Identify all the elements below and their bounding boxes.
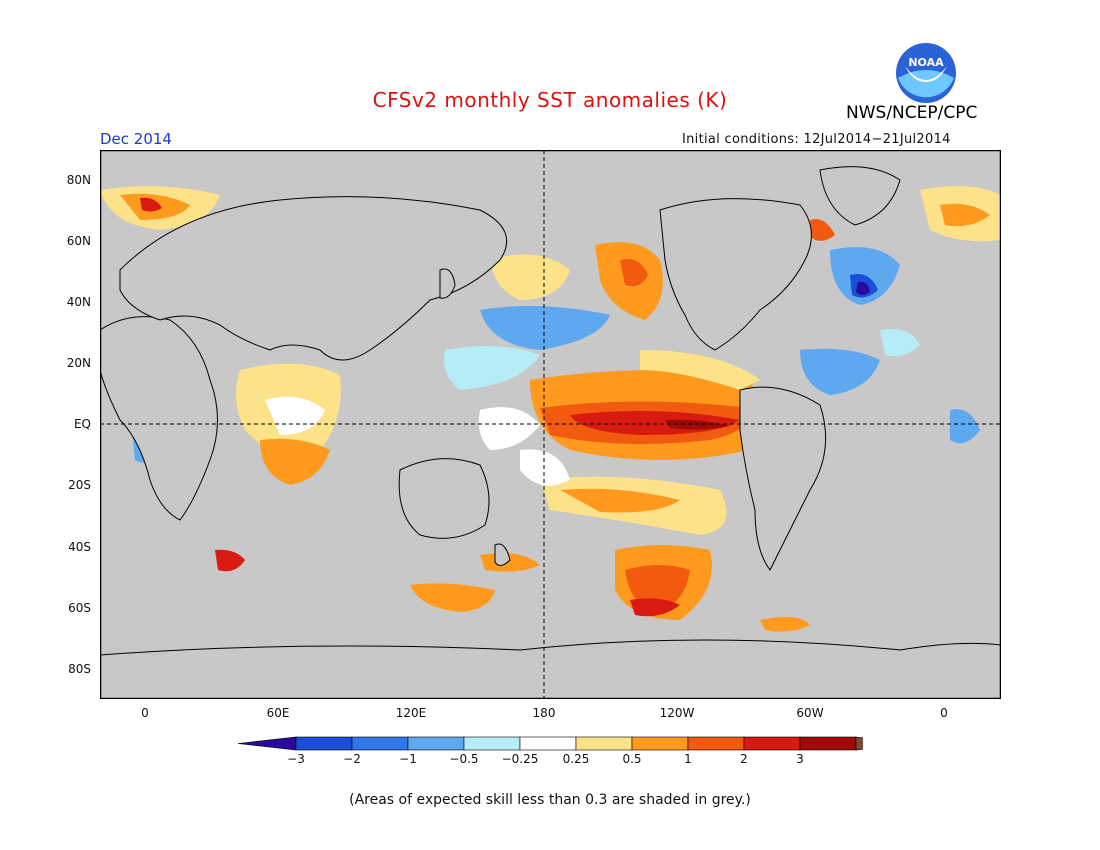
colorbar-segment	[575, 736, 633, 751]
colorbar-segment	[743, 736, 801, 751]
lon-label-0-east: 0	[940, 706, 948, 720]
lon-label-120e: 120E	[395, 706, 427, 720]
colorbar-label: 2	[740, 752, 748, 766]
colorbar-arrow-left	[238, 736, 297, 751]
colorbar-segment	[519, 736, 577, 751]
new-zealand	[494, 543, 511, 566]
colorbar-label: −2	[343, 752, 361, 766]
forecast-month: Dec 2014	[100, 130, 172, 148]
colorbar-label: −3	[287, 752, 305, 766]
continents	[100, 166, 1001, 699]
map-frame	[100, 150, 1001, 699]
organization-label: NWS/NCEP/CPC	[846, 103, 978, 123]
colorbar-label: 0.5	[622, 752, 642, 766]
colorbar-label: 0.25	[562, 752, 590, 766]
colorbar-segments	[238, 736, 863, 751]
lat-label-60s: 60S	[68, 601, 91, 615]
lat-label-80n: 80N	[66, 173, 91, 187]
colorbar-arrow-right	[855, 736, 863, 751]
logo-text: NOAA	[908, 56, 944, 69]
lat-label-20n: 20N	[66, 356, 91, 370]
lat-label-60n: 60N	[66, 234, 91, 248]
colorbar-segment	[687, 736, 745, 751]
south-america	[739, 386, 827, 571]
lat-label-80s: 80S	[68, 662, 91, 676]
colorbar	[238, 736, 863, 751]
colorbar-segment	[463, 736, 521, 751]
lon-label-120w: 120W	[659, 706, 695, 720]
colorbar-label: 3	[796, 752, 804, 766]
colorbar-segment	[799, 736, 857, 751]
japan	[439, 268, 456, 299]
skill-footnote: (Areas of expected skill less than 0.3 a…	[349, 792, 751, 808]
antarctica	[100, 639, 1001, 699]
lon-label-180: 180	[532, 706, 556, 720]
colorbar-segment	[351, 736, 409, 751]
lat-label-eq: EQ	[73, 417, 91, 431]
greenland	[819, 166, 901, 226]
map-title: CFSv2 monthly SST anomalies (K)	[372, 88, 728, 112]
initial-conditions: Initial conditions: 12Jul2014−21Jul2014	[682, 132, 951, 147]
colorbar-label: −1	[399, 752, 417, 766]
colorbar-label: −0.5	[449, 752, 479, 766]
noaa-logo: NOAA	[896, 43, 956, 103]
lat-label-40n: 40N	[66, 295, 91, 309]
lon-label-60e: 60E	[266, 706, 290, 720]
lat-label-20s: 20S	[68, 478, 91, 492]
north-america	[659, 198, 812, 351]
australia	[398, 458, 490, 539]
colorbar-segment	[295, 736, 353, 751]
colorbar-segment	[407, 736, 465, 751]
colorbar-label: −0.25	[501, 752, 539, 766]
lon-label-0: 0	[141, 706, 149, 720]
sst-anomaly-map	[100, 150, 1001, 699]
eurasia	[119, 196, 508, 361]
lat-label-40s: 40S	[68, 540, 91, 554]
colorbar-label: 1	[684, 752, 692, 766]
colorbar-segment	[631, 736, 689, 751]
lon-label-60w: 60W	[796, 706, 824, 720]
anomaly-patches	[100, 186, 1001, 632]
